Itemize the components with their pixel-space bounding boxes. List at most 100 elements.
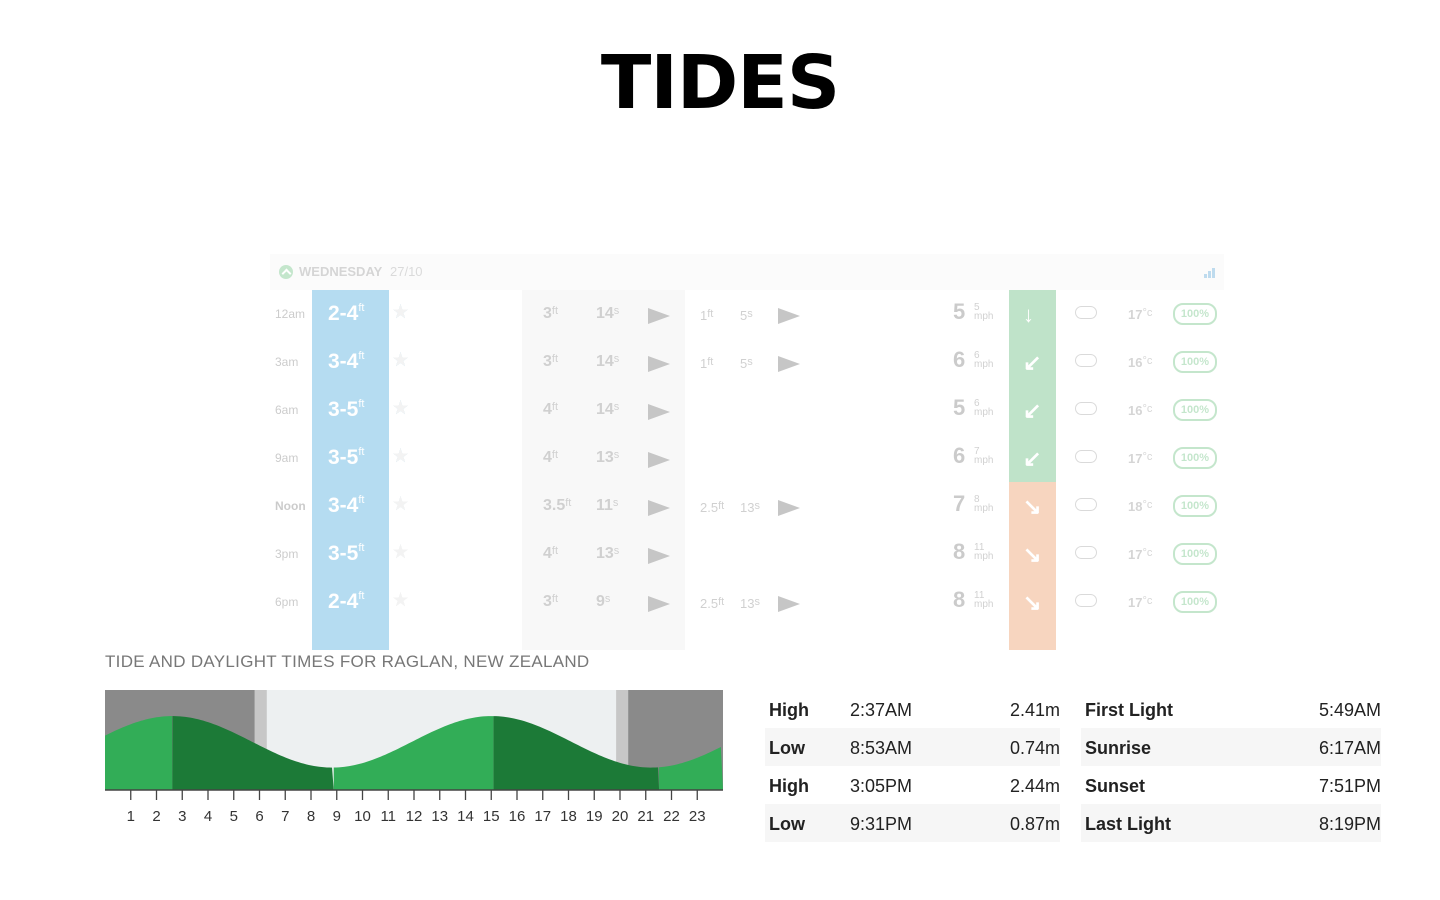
star-icon: ★: [392, 302, 412, 323]
star-icon: ★: [392, 494, 412, 515]
surf-height: 3-5 ft: [328, 446, 365, 469]
tide-height: 2.41m: [1009, 700, 1060, 720]
forecast-row: 6pm 2-4 ft ★ ★ ★ ★ ★ 3 ft 9 s 2.5 ft 13 s 8 11 mph ↘ 17 °c 100…: [270, 578, 1224, 626]
swell-period: 14 s: [596, 353, 620, 370]
tide-height: 0.87m: [1009, 814, 1060, 834]
temperature-unit: °c: [1142, 355, 1153, 367]
daylight-time: 6:17AM: [1318, 738, 1381, 758]
swell-period: 14 s: [596, 305, 620, 322]
surf-height: 3-4 ft: [328, 494, 365, 517]
surf-unit: ft: [358, 494, 365, 506]
hour-label: 8: [307, 808, 315, 825]
swell-direction-icon: [648, 404, 670, 420]
tide-area: [105, 716, 173, 790]
forecast-row: 3am 3-4 ft ★ ★ ★ ★ ★ 3 ft 14 s 1 ft 5 s 6 6 mph ↙ 16 °c 100%: [270, 338, 1224, 386]
tide-type: Low: [769, 814, 805, 834]
swell-period-unit: s: [613, 401, 620, 413]
temperature-unit: °c: [1142, 547, 1153, 559]
forecast-day: WEDNESDAY: [299, 264, 383, 279]
star-icon: ★: [392, 302, 412, 323]
cloud-icon: [1075, 450, 1097, 463]
swell-period: 14 s: [596, 401, 620, 418]
star-icon: ★: [392, 446, 412, 467]
tide-height: 2.44m: [1009, 776, 1060, 796]
secondary-period-unit: s: [754, 596, 760, 608]
star-icon: ★: [392, 542, 412, 563]
swell-period-unit: s: [613, 353, 620, 365]
secondary-swell-unit: ft: [707, 356, 714, 368]
gust-value: 5: [974, 302, 980, 313]
star-icon: ★: [392, 398, 412, 419]
page-title: TIDES: [600, 40, 840, 126]
sun-rain-icon: [1075, 498, 1097, 511]
secondary-swell-period: 13 s: [740, 500, 760, 515]
star-icon: ★: [392, 350, 412, 371]
star-icon: ★: [392, 494, 412, 515]
star-icon: ★: [392, 350, 412, 371]
secondary-swell-direction-icon: [778, 308, 800, 324]
confidence-badge: 100%: [1173, 447, 1217, 469]
wind-speed: 6: [953, 443, 966, 468]
surf-unit: ft: [358, 350, 365, 362]
star-icon: ★: [392, 350, 412, 371]
wind-unit: mph: [974, 503, 994, 514]
tide-type: Low: [769, 738, 805, 758]
star-icon: ★: [392, 446, 412, 467]
star-icon: ★: [392, 494, 412, 515]
surf-height: 2-4 ft: [328, 302, 365, 325]
cloud-icon: [1075, 354, 1097, 367]
tide-caption: TIDE AND DAYLIGHT TIMES FOR RAGLAN, NEW …: [105, 652, 590, 671]
tide-area: [333, 716, 494, 790]
hour-label: 10: [354, 808, 371, 825]
collapse-icon[interactable]: [279, 265, 293, 279]
star-icon: ★: [392, 590, 412, 611]
wind-unit: mph: [974, 407, 994, 418]
swell-period-unit: s: [613, 545, 620, 557]
hour-label: 17: [534, 808, 551, 825]
daylight-row: First Light 5:49AM: [1081, 690, 1381, 728]
forecast-row: 9am 3-5 ft ★ ★ ★ ★ ★ 4 ft 13 s 6 7 mph ↙ 17 °c 100%: [270, 434, 1224, 482]
star-icon: ★: [392, 542, 412, 563]
forecast-time: 9am: [275, 451, 299, 465]
star-icon: ★: [392, 494, 412, 515]
forecast-time: 3pm: [275, 547, 299, 561]
temperature-unit: °c: [1142, 451, 1153, 463]
daylight-time: 5:49AM: [1318, 700, 1381, 720]
forecast-row: 3pm 3-5 ft ★ ★ ★ ★ ★ 4 ft 13 s 8 11 mph ↘ 17 °c 100%: [270, 530, 1224, 578]
swell-height-unit: ft: [551, 593, 559, 605]
wind-direction-icon: ↙: [1023, 398, 1042, 423]
secondary-period-unit: s: [747, 308, 753, 320]
swell-height-unit: ft: [551, 449, 559, 461]
swell-period: 11 s: [596, 497, 619, 514]
star-icon: ★: [392, 446, 412, 467]
swell-height-unit: ft: [565, 497, 572, 509]
cloud-icon: [1075, 402, 1097, 415]
tide-time: 8:53AM: [850, 738, 913, 758]
tide-area: [493, 716, 660, 790]
secondary-swell-height: 2.5 ft: [700, 596, 725, 611]
temperature-unit: °c: [1142, 403, 1153, 415]
secondary-swell-unit: ft: [718, 500, 725, 512]
swell-period-unit: s: [604, 593, 611, 605]
tide-area: [659, 747, 723, 790]
hour-label: 2: [152, 808, 160, 825]
temperature-unit: °c: [1142, 595, 1153, 607]
wind-speed: 6: [953, 347, 966, 372]
star-icon: ★: [392, 494, 412, 515]
forecast-day-header[interactable]: WEDNESDAY 27/10: [270, 254, 1224, 290]
hour-label: 23: [689, 808, 706, 825]
forecast-time: 3am: [275, 355, 299, 369]
star-icon: ★: [392, 302, 412, 323]
wind-unit: mph: [974, 311, 994, 322]
tide-row: High 2:37AM 2.41m: [765, 690, 1060, 728]
star-icon: ★: [392, 446, 412, 467]
swell-direction-icon: [648, 548, 670, 564]
sun-rain-icon: [1075, 594, 1097, 607]
temperature: 18 °c: [1128, 499, 1153, 514]
hour-label: 3: [178, 808, 186, 825]
temperature: 17 °c: [1128, 307, 1153, 322]
daylight-label: First Light: [1085, 700, 1173, 720]
secondary-swell-period: 13 s: [740, 596, 760, 611]
tide-row: Low 8:53AM 0.74m: [765, 728, 1060, 766]
hour-label: 11: [380, 808, 396, 825]
